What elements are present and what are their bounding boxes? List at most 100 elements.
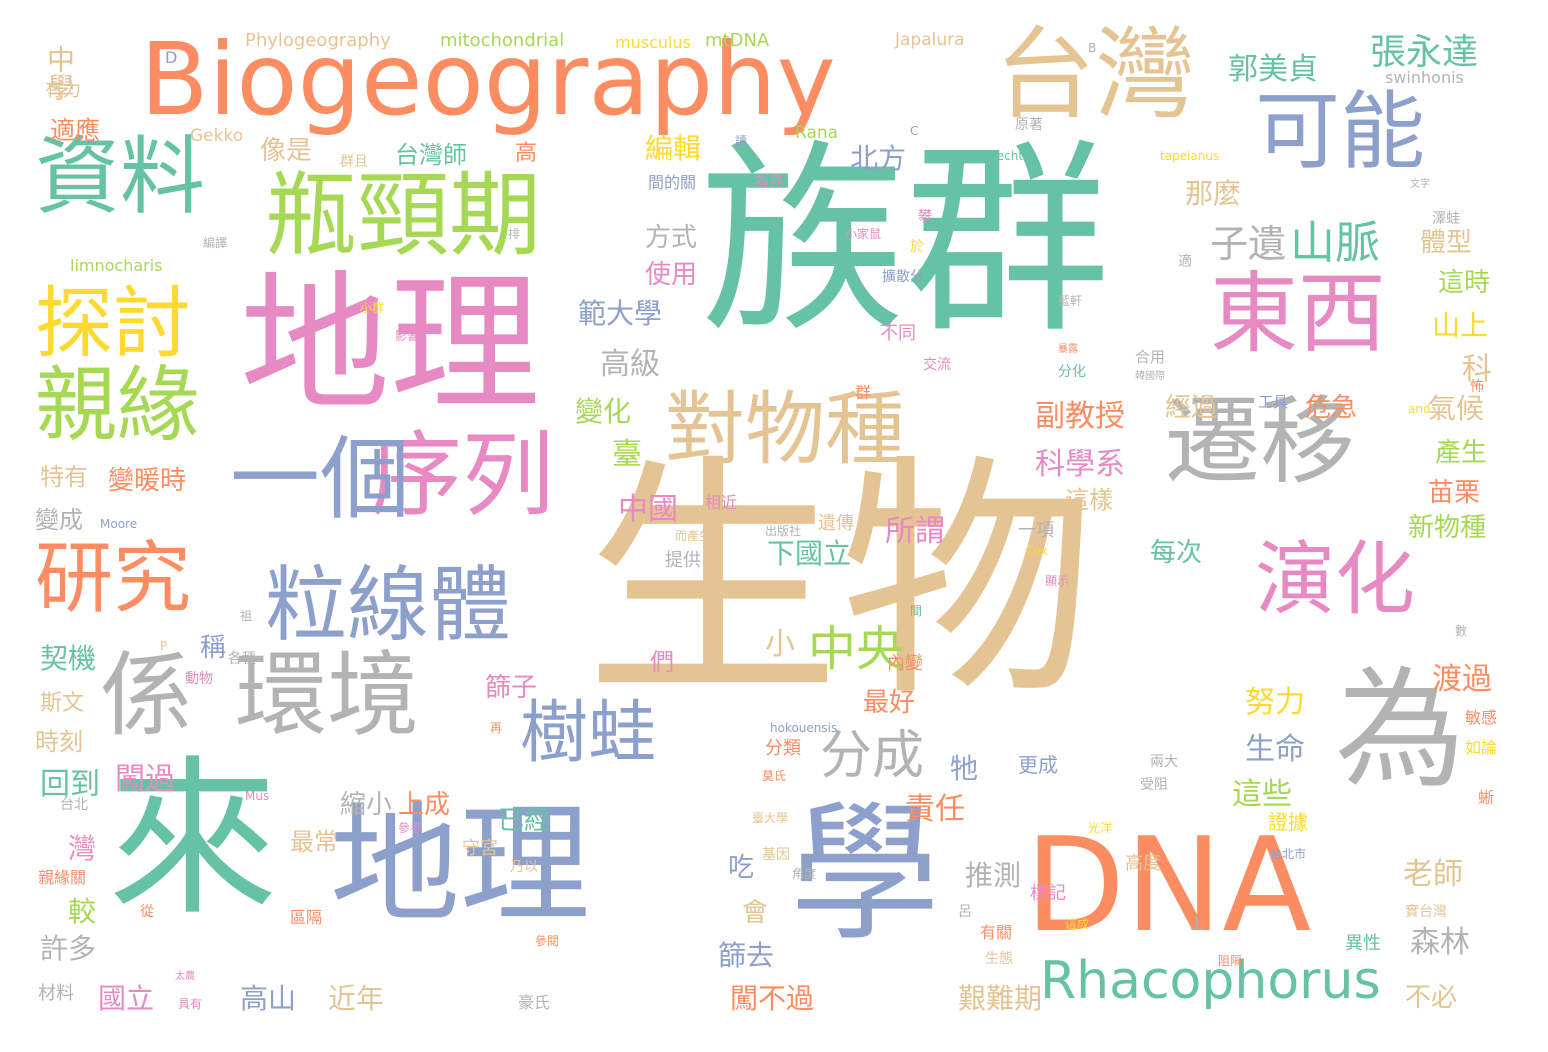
word-cloud-term: 方式 [645, 223, 698, 253]
word-cloud-term: 環境 [235, 642, 420, 749]
word-cloud-term: 蜥 [1478, 788, 1495, 807]
word-cloud-term: 敏感 [1465, 708, 1498, 727]
word-cloud-term: 變化 [575, 395, 632, 428]
word-cloud-term: 像是 [260, 136, 313, 166]
word-cloud-term: 為界 [755, 174, 783, 190]
word-cloud-term: Moore [100, 517, 138, 531]
word-cloud-term: 遷移 [1165, 387, 1356, 497]
word-cloud-term: 遺傳 [818, 513, 854, 534]
word-cloud-term: 科 [1462, 352, 1492, 387]
word-cloud-term: 下國立 [767, 537, 852, 570]
word-cloud-term: 闖不過 [730, 982, 815, 1015]
word-cloud-term: 老師 [1403, 857, 1463, 892]
word-cloud-term: 顯示 [1045, 574, 1070, 588]
word-cloud-term: 藍軒 [1058, 294, 1083, 308]
word-cloud-term: D [165, 48, 178, 67]
word-cloud-term: 太農 [175, 971, 195, 982]
word-cloud-term: 不同 [880, 323, 916, 344]
word-cloud-term: 係 [100, 642, 193, 749]
word-cloud-term: 小 [765, 627, 795, 662]
word-cloud-term: swinhonis [1385, 68, 1464, 87]
word-cloud-term: 渡過 [1432, 662, 1492, 697]
word-cloud-term: 中學 [43, 45, 76, 101]
word-cloud-term: 對物種 [665, 383, 905, 476]
word-cloud-term: 受阻 [1140, 777, 1168, 793]
word-cloud-term: 新物種 [1408, 513, 1487, 543]
word-cloud-term: tapeianus [1160, 149, 1220, 163]
word-cloud-term: 分類 [765, 738, 801, 759]
word-cloud-term: 適 [1178, 254, 1192, 270]
word-cloud-term: 臺大學 [752, 811, 789, 825]
word-cloud-term: Japalura [895, 30, 965, 50]
word-cloud-term: Gekko [190, 126, 244, 146]
word-cloud-term: 資料 [35, 128, 206, 227]
word-cloud-term: 提供 [665, 550, 701, 571]
word-cloud-term: 演化 [1255, 533, 1415, 626]
word-cloud-term: Biogeography [140, 21, 836, 138]
word-cloud-term: 台北市 [1270, 847, 1307, 861]
word-cloud-term: 許多 [40, 932, 97, 965]
word-cloud-term: 適應 [50, 116, 101, 145]
word-cloud-term: 韓國際 [1135, 371, 1165, 382]
word-cloud-term: 每次 [1150, 538, 1203, 568]
word-cloud-term: 生命 [1245, 732, 1305, 767]
word-cloud-term: 氣候 [1428, 392, 1485, 425]
word-cloud-term: 擴散分 [882, 269, 924, 285]
word-cloud-term: 排 [508, 227, 521, 241]
word-cloud-term: 如論 [1465, 738, 1498, 757]
word-cloud-term: 們 [650, 648, 674, 676]
word-cloud-term: hokouensis [770, 721, 838, 735]
word-cloud-term: 小群 [360, 301, 385, 315]
word-cloud-term: 影響 [395, 329, 420, 343]
word-cloud-term: 山脈 [1290, 216, 1381, 269]
word-cloud-term: 上 [1190, 917, 1204, 933]
word-cloud-term: 間的關 [648, 173, 697, 192]
word-cloud-term: 交流 [923, 357, 951, 373]
word-cloud-term: 參閱 [535, 934, 560, 948]
word-cloud-term: 推測 [965, 859, 1022, 892]
word-cloud-term: 具有 [178, 997, 203, 1011]
word-cloud-term: 異性 [1345, 933, 1381, 954]
word-cloud-term: 粒線體 [265, 558, 512, 653]
word-cloud-term: 群且 [340, 154, 368, 170]
word-cloud-term: 一項 [1018, 520, 1054, 541]
word-cloud-term: 動物 [185, 671, 213, 687]
word-cloud-term: 而產生 [675, 529, 712, 543]
word-cloud-term: 斯文 [40, 691, 85, 716]
word-cloud-term: 縮小 [340, 790, 393, 820]
word-cloud-term: 區隔 [290, 908, 323, 927]
word-cloud-term: 變成 [35, 506, 83, 534]
word-cloud-term: 範大學 [578, 297, 663, 330]
word-cloud-term: 更成 [1018, 753, 1058, 777]
word-cloud-term: 特有 [40, 463, 88, 491]
word-cloud-term: 間 [910, 604, 923, 618]
word-cloud-term: 經過 [1165, 393, 1218, 423]
word-cloud-term: 這時 [1438, 268, 1491, 298]
word-cloud-term: 基因 [762, 847, 790, 863]
word-cloud-term: Mus [245, 789, 270, 803]
word-cloud-term: 證據 [1268, 810, 1308, 834]
word-cloud-term: 攀 [918, 209, 932, 225]
word-cloud-term: 這樣 [1065, 486, 1113, 514]
word-cloud-term: 近年 [328, 982, 385, 1015]
word-cloud-term: 高山 [240, 982, 297, 1015]
word-cloud-term: 光洋 [1088, 821, 1113, 835]
word-cloud-term: 灣 [68, 832, 97, 865]
word-cloud-term: 國立 [98, 982, 155, 1015]
word-cloud-term: 可能 [1255, 83, 1426, 182]
word-cloud-term: 豪氏 [518, 993, 551, 1012]
word-cloud-term: 出版社 [765, 524, 802, 538]
word-cloud-term: C [910, 124, 919, 138]
word-cloud-term: 使用 [645, 260, 698, 290]
word-cloud-term: 來 [108, 741, 279, 939]
word-cloud-term: 稱 [200, 633, 227, 663]
word-cloud-term: 危急 [1305, 393, 1358, 423]
word-cloud-term: 中央 [808, 621, 905, 677]
word-cloud-term: 苗栗 [1428, 478, 1481, 508]
word-cloud-term: 中國 [618, 492, 678, 527]
word-cloud-term: Cox [1025, 544, 1048, 558]
word-cloud-term: mtDNA [705, 30, 770, 51]
word-cloud-term: 副教授 [1035, 399, 1125, 434]
word-cloud-term: 已經 [498, 806, 551, 836]
word-cloud-term: 工具 [1258, 393, 1289, 411]
